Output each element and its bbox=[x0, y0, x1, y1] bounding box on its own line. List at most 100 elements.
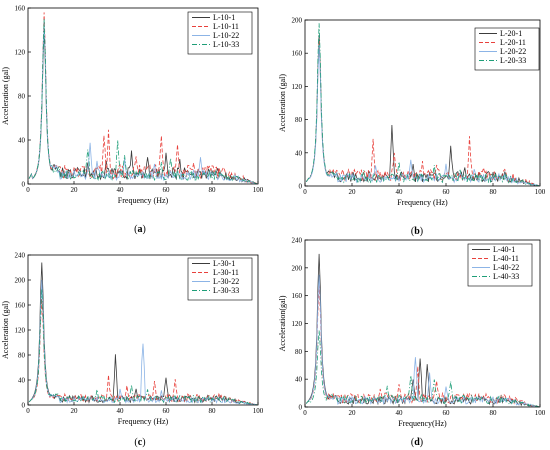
panel-label: (c) bbox=[134, 437, 145, 448]
y-tick-label: 0 bbox=[299, 404, 303, 412]
y-tick-label: 40 bbox=[18, 377, 26, 385]
legend-entry: L-10-33 bbox=[213, 40, 239, 49]
x-tick-label: 80 bbox=[209, 186, 217, 194]
legend: L-30-1L-30-11L-30-22L-30-33 bbox=[187, 257, 253, 301]
y-axis-label: Acceleration (gal) bbox=[1, 67, 10, 125]
legend-entry: L-40-11 bbox=[493, 254, 519, 263]
x-tick-label: 100 bbox=[535, 409, 546, 417]
y-axis-label: Acceleration (gal) bbox=[278, 74, 287, 132]
series-line-L-10-33 bbox=[28, 18, 257, 185]
panel-label: (b) bbox=[411, 226, 423, 237]
legend-entry: L-30-22 bbox=[213, 277, 239, 286]
x-tick-label: 80 bbox=[209, 407, 217, 415]
legend-entry: L-20-1 bbox=[500, 29, 522, 38]
series-line-L-40-22 bbox=[305, 274, 539, 408]
legend-entry: L-20-33 bbox=[500, 56, 526, 65]
y-tick-label: 80 bbox=[295, 116, 303, 124]
series-line-L-30-33 bbox=[28, 289, 257, 406]
x-tick-label: 0 bbox=[303, 188, 307, 196]
x-tick-label: 80 bbox=[490, 409, 498, 417]
y-tick-label: 120 bbox=[292, 320, 303, 328]
x-axis-label: Frequency(Hz) bbox=[398, 419, 447, 428]
x-tick-label: 40 bbox=[117, 186, 125, 194]
x-tick-label: 20 bbox=[71, 407, 79, 415]
legend: L-10-1L-10-11L-10-22L-10-33 bbox=[187, 11, 253, 55]
y-tick-label: 40 bbox=[18, 137, 26, 145]
x-tick-label: 80 bbox=[490, 188, 498, 196]
x-axis-label: Frequency (Hz) bbox=[118, 417, 169, 426]
legend-entry: L-20-22 bbox=[500, 47, 526, 56]
panel-label: (a) bbox=[134, 224, 146, 235]
legend-box bbox=[467, 243, 533, 287]
x-tick-label: 0 bbox=[26, 186, 30, 194]
x-tick-label: 0 bbox=[303, 409, 307, 417]
series-line-L-40-33 bbox=[305, 330, 539, 408]
y-tick-label: 80 bbox=[18, 352, 26, 360]
x-tick-label: 40 bbox=[396, 409, 404, 417]
chart-panel-a: 0 20 40 60 80 100 0 40 80 120 160 Frequency (Hz) Acc… bbox=[1, 5, 264, 236]
y-tick-label: 160 bbox=[292, 50, 303, 58]
legend-entry: L-30-33 bbox=[213, 286, 239, 295]
y-tick-label: 40 bbox=[295, 376, 303, 384]
legend-box bbox=[187, 11, 253, 55]
x-tick-label: 60 bbox=[163, 407, 171, 415]
series-line-L-20-33 bbox=[305, 23, 539, 186]
y-tick-label: 120 bbox=[15, 49, 26, 57]
y-tick-label: 120 bbox=[15, 327, 26, 335]
legend-entry: L-10-1 bbox=[213, 13, 235, 22]
x-axis-label: Frequency (Hz) bbox=[397, 198, 448, 207]
y-tick-label: 120 bbox=[292, 83, 303, 91]
legend: L-40-1L-40-11L-40-22L-40-33 bbox=[467, 243, 533, 287]
x-tick-label: 60 bbox=[443, 188, 451, 196]
x-tick-label: 60 bbox=[443, 409, 451, 417]
y-tick-label: 80 bbox=[295, 348, 303, 356]
y-tick-label: 240 bbox=[15, 252, 26, 260]
legend-entry: L-10-11 bbox=[213, 22, 239, 31]
series-line-L-10-11 bbox=[28, 12, 258, 184]
legend: L-20-1L-20-11L-20-22L-20-33 bbox=[474, 27, 540, 71]
legend-entry: L-40-33 bbox=[493, 272, 519, 281]
x-tick-label: 60 bbox=[163, 186, 171, 194]
y-tick-label: 0 bbox=[22, 181, 26, 189]
x-tick-label: 0 bbox=[26, 407, 30, 415]
series-line-L-20-22 bbox=[305, 44, 539, 187]
chart-panel-c: 0 20 40 60 80 100 0 40 80 120 160 200 240 Frequency (… bbox=[1, 252, 264, 449]
y-tick-label: 0 bbox=[299, 183, 303, 191]
y-axis-label: Acceleration(gal) bbox=[278, 295, 287, 351]
legend-entry: L-10-22 bbox=[213, 31, 239, 40]
chart-panel-d: 0 20 40 60 80 100 0 40 80 120 160 200 240 Frequency(H… bbox=[278, 237, 546, 449]
legend-entry: L-40-1 bbox=[493, 245, 515, 254]
y-tick-label: 200 bbox=[292, 264, 303, 272]
x-tick-label: 100 bbox=[253, 407, 264, 415]
x-tick-label: 40 bbox=[117, 407, 125, 415]
y-tick-label: 80 bbox=[18, 93, 26, 101]
y-tick-label: 200 bbox=[292, 17, 303, 25]
y-tick-label: 160 bbox=[292, 292, 303, 300]
legend-entry: L-40-22 bbox=[493, 263, 519, 272]
x-tick-label: 20 bbox=[349, 188, 357, 196]
y-axis-label: Acceleration (gal) bbox=[1, 301, 10, 359]
x-axis-label: Frequency (Hz) bbox=[118, 196, 169, 205]
legend-entry: L-20-11 bbox=[500, 38, 526, 47]
chart-panel-b: 0 20 40 60 80 100 0 40 80 120 160 200 Frequency (Hz)… bbox=[278, 17, 546, 238]
y-tick-label: 200 bbox=[15, 277, 26, 285]
y-tick-label: 160 bbox=[15, 302, 26, 310]
legend-box bbox=[474, 27, 540, 71]
x-tick-label: 100 bbox=[253, 186, 264, 194]
series-line-L-40-11 bbox=[305, 285, 539, 408]
x-tick-label: 100 bbox=[535, 188, 546, 196]
y-tick-label: 160 bbox=[15, 5, 26, 13]
y-tick-label: 240 bbox=[292, 237, 303, 245]
series-line-L-10-1 bbox=[28, 29, 258, 185]
plot-frame bbox=[304, 19, 541, 187]
legend-entry: L-30-11 bbox=[213, 268, 239, 277]
legend-entry: L-30-1 bbox=[213, 259, 235, 268]
series-line-L-30-11 bbox=[28, 298, 257, 406]
y-tick-label: 40 bbox=[295, 149, 303, 157]
panel-label: (d) bbox=[411, 437, 423, 448]
series-line-L-10-22 bbox=[28, 21, 258, 185]
x-tick-label: 40 bbox=[396, 188, 404, 196]
y-tick-label: 0 bbox=[22, 402, 26, 410]
x-tick-label: 20 bbox=[349, 409, 357, 417]
